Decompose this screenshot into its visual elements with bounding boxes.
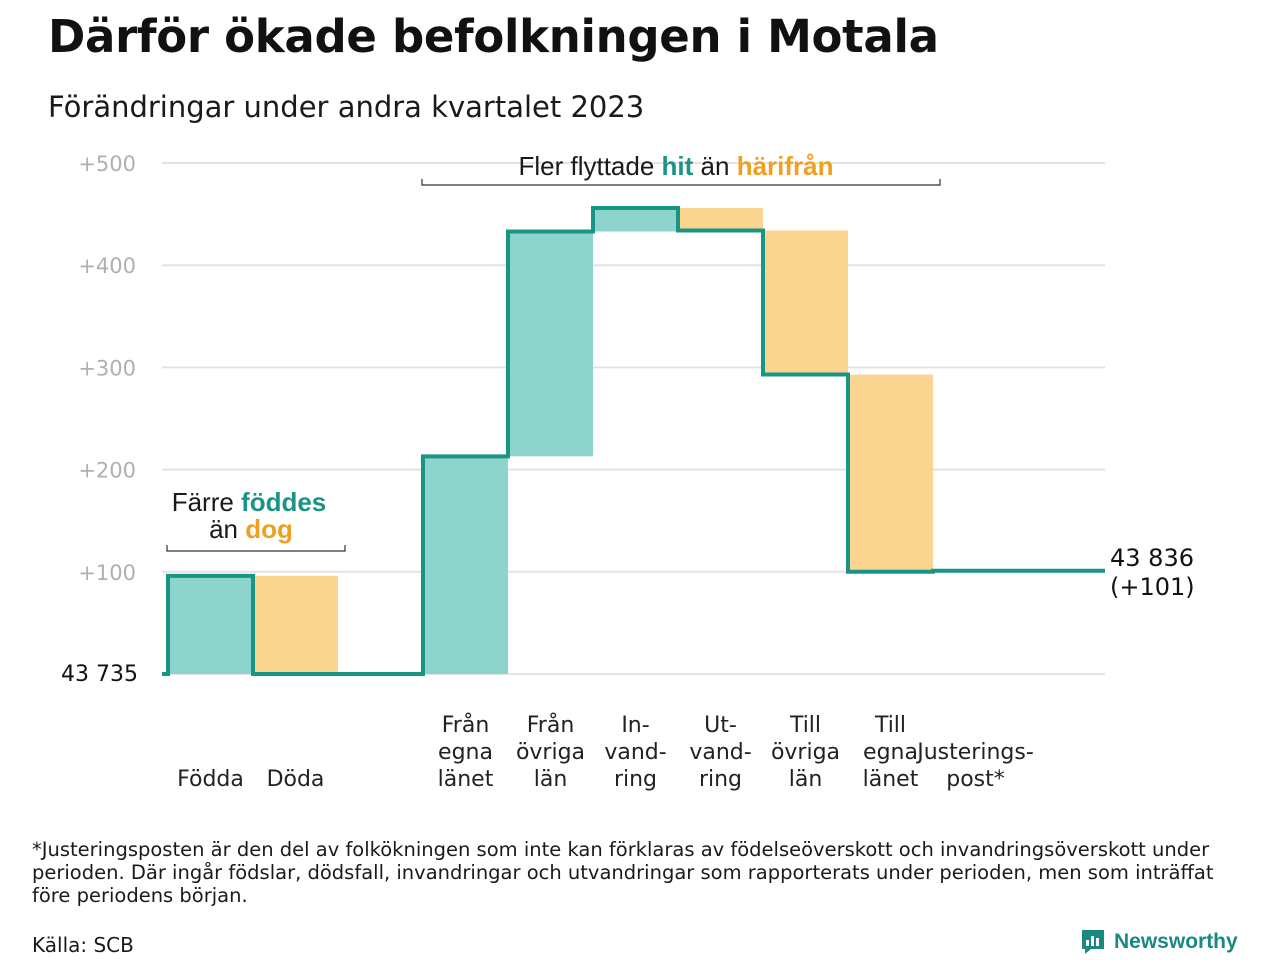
y-tick-label: +100 — [78, 561, 136, 585]
waterfall-bar — [848, 374, 933, 572]
newsworthy-logo: Newsworthy — [1080, 928, 1238, 956]
logo-text: Newsworthy — [1114, 930, 1238, 953]
y-tick-label: +200 — [78, 459, 136, 483]
y-tick-label: +400 — [78, 254, 136, 278]
x-axis-label: Från övriga län — [516, 712, 585, 792]
waterfall-chart: +100 +200 +300 +400 +500 Födda Döda Från egna län… — [61, 151, 1195, 792]
migration-bracket — [421, 179, 941, 186]
waterfall-bar — [593, 207, 678, 232]
births-annotation-line1: Färre föddes — [172, 487, 327, 517]
waterfall-bar — [423, 456, 508, 674]
footnote: *Justeringsposten är den del av folkökni… — [32, 838, 1214, 907]
bar-chart-bubble-icon — [1082, 930, 1104, 954]
x-axis-label: In-vand-ring — [604, 713, 666, 792]
source-credit: Källa: SCB — [32, 933, 134, 957]
x-axis-label: Justerings-post* — [915, 740, 1034, 792]
end-change-label: (+101) — [1110, 573, 1195, 601]
end-value-label: 43 836 — [1110, 544, 1194, 572]
x-axis-label: Från egna länet — [438, 712, 494, 792]
y-tick-label: +500 — [78, 152, 136, 176]
y-tick-label: +300 — [78, 356, 136, 380]
chart-subtitle: Förändringar under andra kvartalet 2023 — [48, 90, 645, 124]
start-value-label: 43 735 — [61, 662, 138, 687]
births-bracket — [166, 545, 346, 552]
waterfall-bar — [508, 231, 593, 457]
x-axis-label: Döda — [267, 767, 325, 792]
x-axis-label: Till övriga län — [771, 713, 840, 792]
waterfall-bar — [763, 230, 848, 375]
x-axis-label: Till egna länet — [863, 713, 919, 792]
cumulative-step-line — [162, 205, 1105, 676]
births-annotation-line2: än dog — [209, 514, 293, 544]
waterfall-bar — [678, 207, 763, 231]
waterfall-bar — [253, 575, 338, 674]
x-axis-label: Ut-vand-ring — [689, 713, 751, 792]
chart-title: Därför ökade befolkningen i Motala — [48, 10, 939, 63]
waterfall-bar — [168, 575, 253, 674]
x-axis-label: Födda — [177, 767, 244, 792]
migration-annotation: Fler flyttade hit än härifrån — [518, 151, 833, 181]
